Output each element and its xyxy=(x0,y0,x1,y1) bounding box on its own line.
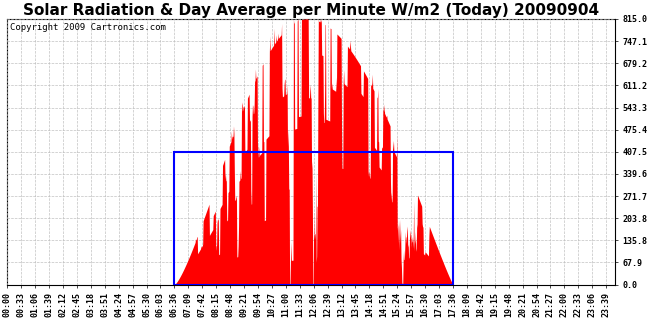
Bar xyxy=(174,152,453,284)
Text: Copyright 2009 Cartronics.com: Copyright 2009 Cartronics.com xyxy=(10,23,166,32)
Title: Solar Radiation & Day Average per Minute W/m2 (Today) 20090904: Solar Radiation & Day Average per Minute… xyxy=(23,3,599,18)
